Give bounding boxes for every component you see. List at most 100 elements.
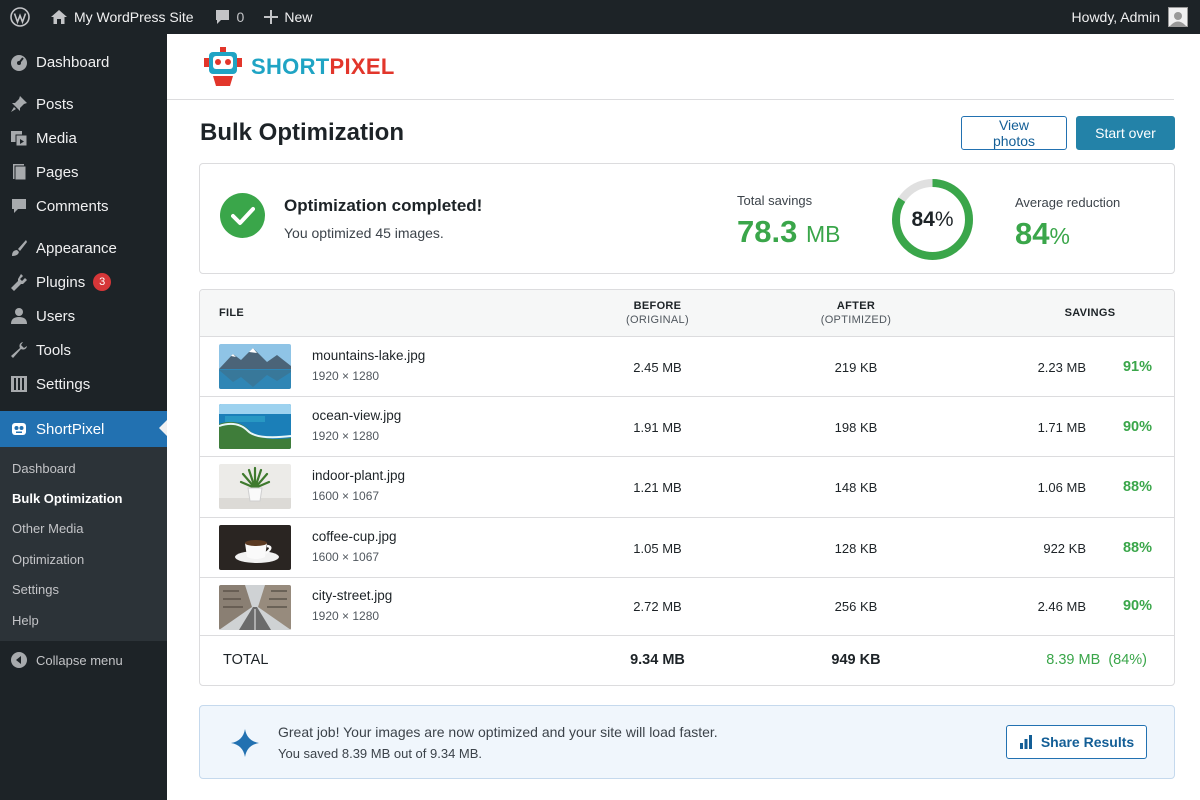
file-name: city-street.jpg [312,587,393,603]
sidebar-item-users[interactable]: Users [0,299,167,333]
collapse-menu-label: Collapse menu [36,652,123,668]
total-savings-label: Total savings [737,193,813,208]
admin-bar: My WordPress Site 0 New Howdy, Admin [0,0,1200,34]
sidebar-item-label: Media [36,129,77,147]
savings-size: 1.71 MB [1037,420,1086,436]
submenu-item-settings[interactable]: Settings [12,582,59,598]
total-label: TOTAL [223,651,269,668]
results-table: FILE BEFORE (ORIGINAL) AFTER (OPTIMIZED) S… [199,289,1175,686]
donut-progress-arc [892,179,973,260]
wordmark-part-short: SHORT [251,53,330,79]
comment-icon [215,10,229,24]
donut-value-text: 84% [911,208,953,231]
sidebar-item-label: Pages [36,163,79,181]
sidebar-item-shortpixel[interactable]: ShortPixel [0,411,167,447]
status-subtitle: You optimized 45 images. [284,225,444,241]
submenu-item-optimization[interactable]: Optimization [12,551,85,567]
table-total-row: TOTAL 9.34 MB 949 KB 8.39 MB (84%) [200,636,1174,685]
media-icon [10,129,28,147]
column-header-before: BEFORE (ORIGINAL) [600,300,715,326]
potted-plant-thumbnail [219,464,291,510]
plugin-logo-bar: SHORTPIXEL [167,34,1174,100]
table-row[interactable]: coffee-cup.jpg 1600 × 1067 1.05 MB 128 K… [200,518,1174,578]
submenu-item-other-media[interactable]: Other Media [12,521,84,537]
comments-link[interactable]: 0 [204,0,255,34]
table-row[interactable]: ocean-view.jpg 1920 × 1280 1.91 MB 198 K… [200,397,1174,458]
plugins-update-badge: 3 [93,273,112,291]
file-dimensions: 1600 × 1067 [312,549,380,564]
collapse-arrow-icon [10,651,28,669]
sidebar-item-posts[interactable]: Posts [0,87,167,121]
start-over-button[interactable]: Start over [1076,116,1175,150]
shortpixel-icon [10,420,28,438]
page-header: Bulk Optimization View photos Start over [200,116,1175,150]
admin-sidebar: Dashboard Posts Media Pages Comments App… [0,34,167,800]
total-before: 9.34 MB [630,651,685,668]
wrench-icon [10,341,28,359]
my-account-link[interactable]: Howdy, Admin [1062,0,1200,34]
plus-icon [264,10,279,24]
table-header: FILE BEFORE (ORIGINAL) AFTER (OPTIMIZED) S… [200,290,1174,337]
page-icon [10,163,28,181]
average-reduction-label: Average reduction [1015,195,1121,210]
wordmark-part-pixel: PIXEL [329,53,395,79]
summary-card: Optimization completed! You optimized 45… [199,163,1175,274]
site-name-link[interactable]: My WordPress Site [40,0,204,34]
after-header-sublabel: (OPTIMIZED) [820,314,892,326]
table-row[interactable]: indoor-plant.jpg 1600 × 1067 1.21 MB 148… [200,457,1174,518]
sidebar-item-tools[interactable]: Tools [0,333,167,367]
sidebar-item-label: Users [36,307,76,325]
user-avatar-icon [1170,12,1186,26]
view-photos-button[interactable]: View photos [961,116,1067,150]
before-size: 1.05 MB [633,540,682,556]
new-label: New [284,9,313,25]
sidebar-item-label: Dashboard [36,53,110,71]
user-icon [10,307,28,325]
table-row[interactable]: city-street.jpg 1920 × 1280 2.72 MB 256 … [200,578,1174,636]
shortpixel-wordmark: SHORTPIXEL [251,54,395,80]
file-name: mountains-lake.jpg [312,348,426,363]
after-header-label: AFTER [836,300,876,312]
sidebar-item-media[interactable]: Media [0,121,167,155]
sidebar-item-dashboard[interactable]: Dashboard [0,45,167,79]
sidebar-item-label: Appearance [36,239,117,257]
after-size: 198 KB [834,420,878,436]
sidebar-item-label: Posts [36,95,74,113]
main-content: SHORTPIXEL Bulk Optimization View photos… [167,34,1200,800]
collapse-menu-button[interactable]: Collapse menu [0,643,167,677]
table-row[interactable]: mountains-lake.jpg 1920 × 1280 2.45 MB 2… [200,337,1174,398]
site-name: My WordPress Site [74,9,194,25]
sidebar-item-pages[interactable]: Pages [0,155,167,189]
total-savings-unit: MB [805,221,841,247]
share-results-button[interactable]: Share Results [1006,725,1147,759]
reduction-donut: 84% [890,177,975,262]
sidebar-item-settings[interactable]: Settings [0,367,167,401]
sidebar-item-label: Comments [36,197,109,215]
wordpress-logo-icon[interactable] [0,0,40,34]
file-dimensions: 1920 × 1280 [312,429,380,444]
check-circle-icon [220,193,265,238]
after-size: 219 KB [834,360,878,375]
sidebar-item-label: Settings [36,375,91,393]
sidebar-item-appearance[interactable]: Appearance [0,231,167,265]
file-dimensions: 1920 × 1280 [312,369,380,383]
ocean-coast-thumbnail [219,404,291,450]
savings-size: 2.46 MB [1037,598,1086,614]
submenu-item-bulk-optimization[interactable]: Bulk Optimization [12,491,123,507]
average-reduction-unit: % [1049,223,1070,249]
submenu-item-dashboard[interactable]: Dashboard [12,460,76,476]
after-size: 256 KB [834,598,878,614]
sidebar-item-plugins[interactable]: Plugins 3 [0,265,167,299]
total-savings-size: 8.39 MB [1046,651,1101,668]
shortpixel-robot-logo-icon [204,46,242,86]
sidebar-item-label: Tools [36,341,72,359]
submenu-item-help[interactable]: Help [12,612,39,628]
file-dimensions: 1920 × 1280 [312,608,380,623]
average-reduction-number: 84 [1015,216,1050,251]
savings-size: 2.23 MB [1037,360,1086,375]
sidebar-item-comments[interactable]: Comments [0,189,167,223]
success-banner: Great job! Your images are now optimized… [199,705,1175,779]
after-size: 148 KB [834,480,878,496]
new-content-link[interactable]: New [254,0,322,34]
before-size: 2.72 MB [633,598,682,614]
